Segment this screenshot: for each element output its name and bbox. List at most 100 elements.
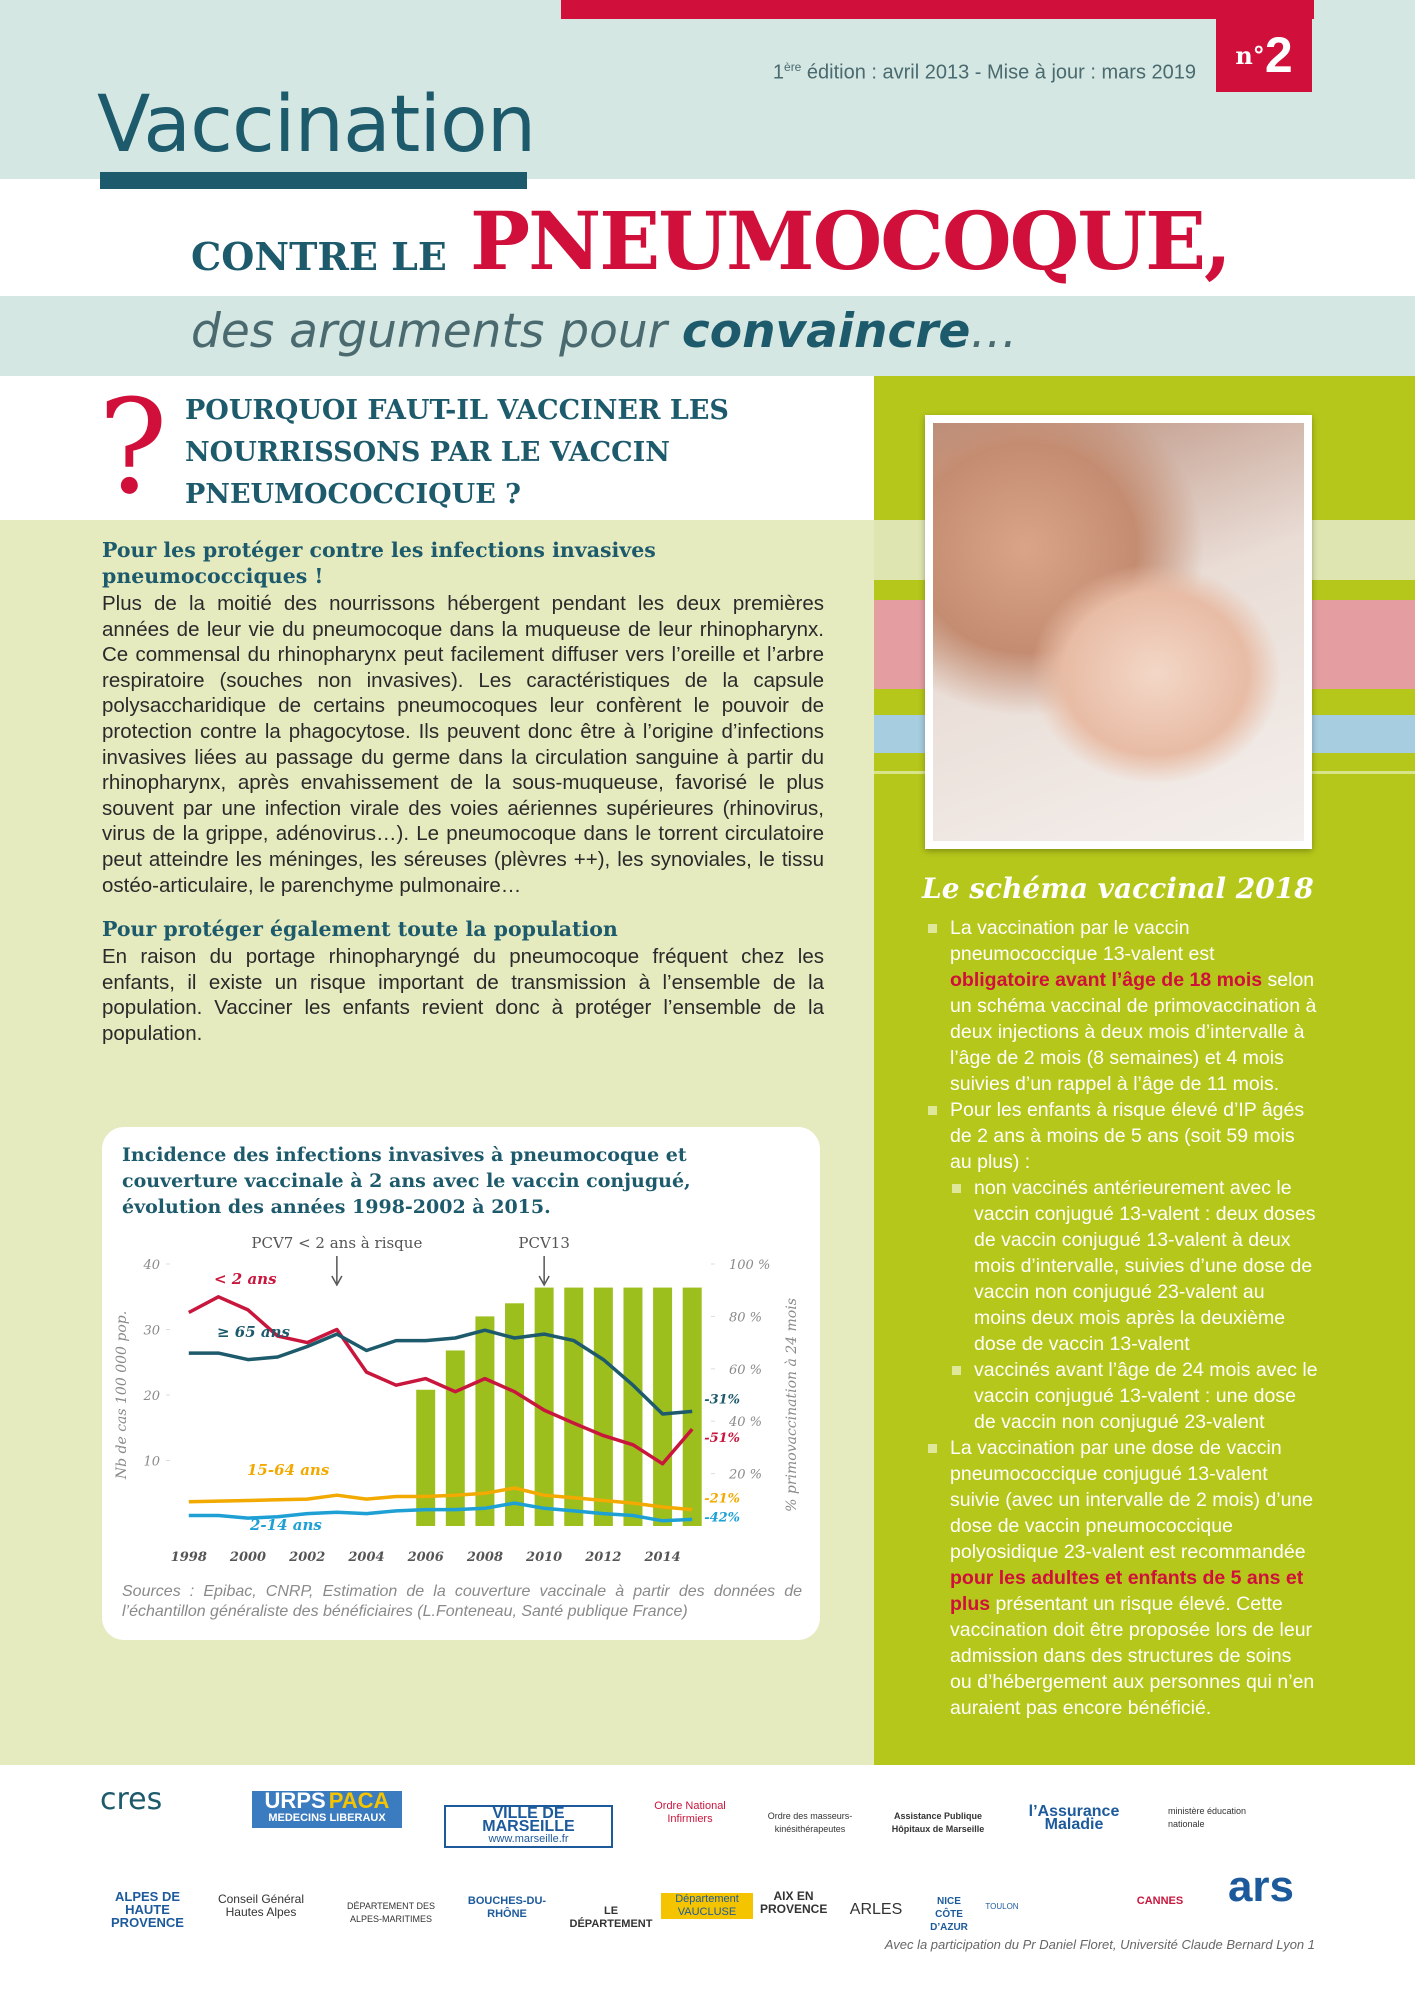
logo: Ordre des masseurs-kinésithérapeutes: [767, 1811, 853, 1834]
sidebar: Le schéma vaccinal 2018 La vaccination p…: [922, 872, 1342, 1721]
tagline-strong: convaincre: [681, 304, 971, 359]
series-line: [188, 1486, 693, 1512]
x-tick-label: 2014: [643, 1550, 680, 1565]
bar: [593, 1287, 613, 1526]
header-band: [0, 0, 1415, 179]
y2-tick-label: 80 %: [729, 1310, 762, 1325]
schedule-list: La vaccination par le vaccin pneumococci…: [922, 915, 1318, 1721]
footer: cres URPS PACA MEDECINS LIBERAUX VILLE D…: [0, 1765, 1415, 2000]
series-label: ≥ 65 ans: [217, 1323, 291, 1341]
photo: [925, 415, 1312, 849]
x-tick-label: 2012: [584, 1550, 621, 1565]
bar: [505, 1303, 525, 1526]
logo: ARLES: [849, 1901, 903, 1918]
section-heading: Pour protéger également toute la populat…: [102, 917, 618, 942]
y2-axis-title: % primovaccination à 24 mois: [784, 1298, 800, 1512]
x-tick-label: 2008: [466, 1550, 503, 1565]
series-line: [187, 1295, 694, 1466]
item-text: présentant un risque élevé. Cette vaccin…: [950, 1593, 1315, 1719]
sidebar-title: Le schéma vaccinal 2018: [922, 872, 1314, 905]
top-bar: [561, 0, 1314, 19]
tagline-end: …: [970, 304, 1018, 359]
item-text: La vaccination par le vaccin pneumococci…: [950, 917, 1215, 965]
item-strong: pour les adultes et enfants de 5 ans et …: [950, 1567, 1304, 1615]
logo: l’Assurance Maladie: [1028, 1803, 1120, 1833]
logo: Assistance Publique Hôpitaux de Marseill…: [891, 1811, 985, 1834]
edition-text: édition : avril 2013 - Mise à jour : mar…: [801, 61, 1196, 84]
logo: MEDECINS LIBERAUX: [268, 1812, 386, 1824]
subtitle-b: PNEUMOCOQUE,: [470, 194, 1232, 288]
series-label: 2-14 ans: [249, 1516, 322, 1534]
question: POURQUOI FAUT-IL VACCINER LES NOURRISSON…: [185, 395, 729, 510]
logo: VILLE DE MARSEILLE: [482, 1805, 575, 1835]
issue-badge: n°2: [1216, 19, 1312, 92]
logo: www.marseille.fr: [488, 1833, 569, 1845]
bar: [653, 1287, 673, 1526]
bar: [445, 1350, 465, 1526]
logo: cres: [100, 1782, 163, 1817]
logo: CANNES: [1136, 1895, 1184, 1907]
logo: Conseil Général Hautes Alpes: [217, 1892, 305, 1919]
paragraph: Plus de la moitié des nourrissons héberg…: [102, 592, 824, 897]
change-label: -51%: [704, 1431, 740, 1446]
chart-source: Sources : Epibac, CNRP, Estimation de la…: [122, 1583, 802, 1620]
y2-tick-label: 40 %: [728, 1415, 762, 1430]
x-tick-label: 2000: [229, 1550, 266, 1565]
chart-title: Incidence des infections invasives à pne…: [122, 1144, 691, 1218]
logo: ministère éducation nationale: [1168, 1806, 1247, 1829]
sub-item: non vaccinés antérieurement avec le vacc…: [950, 1175, 1318, 1357]
subtitle-a: CONTRE LE: [191, 234, 447, 279]
issue-number: 2: [1264, 27, 1293, 83]
item-text: Pour les enfants à risque élevé d’IP âgé…: [950, 1099, 1305, 1173]
logo: AIX EN PROVENCE: [760, 1889, 828, 1916]
change-label: -42%: [704, 1510, 740, 1525]
change-label: -31%: [704, 1392, 740, 1407]
series-label: < 2 ans: [214, 1270, 277, 1288]
tagline-text: des arguments pour: [191, 304, 682, 359]
tagline-band: [0, 296, 1415, 376]
issue-label: n°: [1235, 41, 1265, 70]
bar: [416, 1389, 436, 1526]
main-title: Vaccination: [97, 80, 536, 170]
bar: [682, 1287, 702, 1526]
series-label: 15-64 ans: [247, 1461, 330, 1479]
series-line: [188, 1501, 693, 1523]
paragraph: En raison du portage rhinopharyngé du pn…: [102, 945, 824, 1045]
edition: 1ère édition : avril 2013 - Mise à jour …: [773, 60, 1196, 85]
x-tick-label: 2006: [407, 1550, 444, 1565]
sub-list: non vaccinés antérieurement avec le vacc…: [950, 1175, 1318, 1435]
section-heading: Pour les protéger contre les infections …: [102, 538, 656, 588]
article: Pour les protéger contre les infections …: [102, 537, 824, 1047]
x-tick-label: 2002: [288, 1550, 325, 1565]
logo: Département VAUCLUSE: [661, 1893, 753, 1919]
logo: ars: [1227, 1862, 1295, 1911]
item-text: La vaccination par une dose de vaccin pn…: [950, 1437, 1314, 1563]
question-mark: ?: [98, 371, 168, 523]
edition-number: 1: [772, 61, 785, 84]
x-tick-label: 2010: [525, 1550, 562, 1565]
annotation: PCV7 < 2 ans à risque: [251, 1234, 422, 1252]
bar: [623, 1287, 643, 1526]
y-tick-label: 30: [143, 1324, 160, 1339]
list-item: Pour les enfants à risque élevé d’IP âgé…: [926, 1097, 1318, 1435]
logo: Ordre National Infirmiers: [654, 1800, 726, 1825]
bar: [564, 1287, 584, 1526]
list-item: La vaccination par une dose de vaccin pn…: [926, 1435, 1318, 1721]
y2-tick-label: 20 %: [728, 1468, 762, 1483]
chart: Nb de cas 100 000 pop. % primovaccination…: [114, 1234, 800, 1565]
list-item: La vaccination par le vaccin pneumococci…: [926, 915, 1318, 1097]
y2-tick-label: 100 %: [729, 1258, 770, 1273]
logo: ALPES DE HAUTE PROVENCE: [111, 1889, 184, 1930]
logo: PACA: [328, 1788, 390, 1813]
y2-tick-label: 60 %: [729, 1363, 762, 1378]
logo: LE DÉPARTEMENT: [569, 1905, 653, 1930]
logo: TOULON: [985, 1902, 1019, 1911]
sub-item: vaccinés avant l’âge de 24 mois avec le …: [950, 1357, 1318, 1435]
logo: URPS: [264, 1788, 326, 1813]
y-tick-label: 40: [142, 1258, 160, 1273]
title-underline: [100, 172, 527, 189]
x-tick-label: 1998: [171, 1550, 207, 1565]
item-strong: obligatoire avant l’âge de 18 mois: [950, 969, 1263, 991]
series-line: [188, 1328, 693, 1416]
